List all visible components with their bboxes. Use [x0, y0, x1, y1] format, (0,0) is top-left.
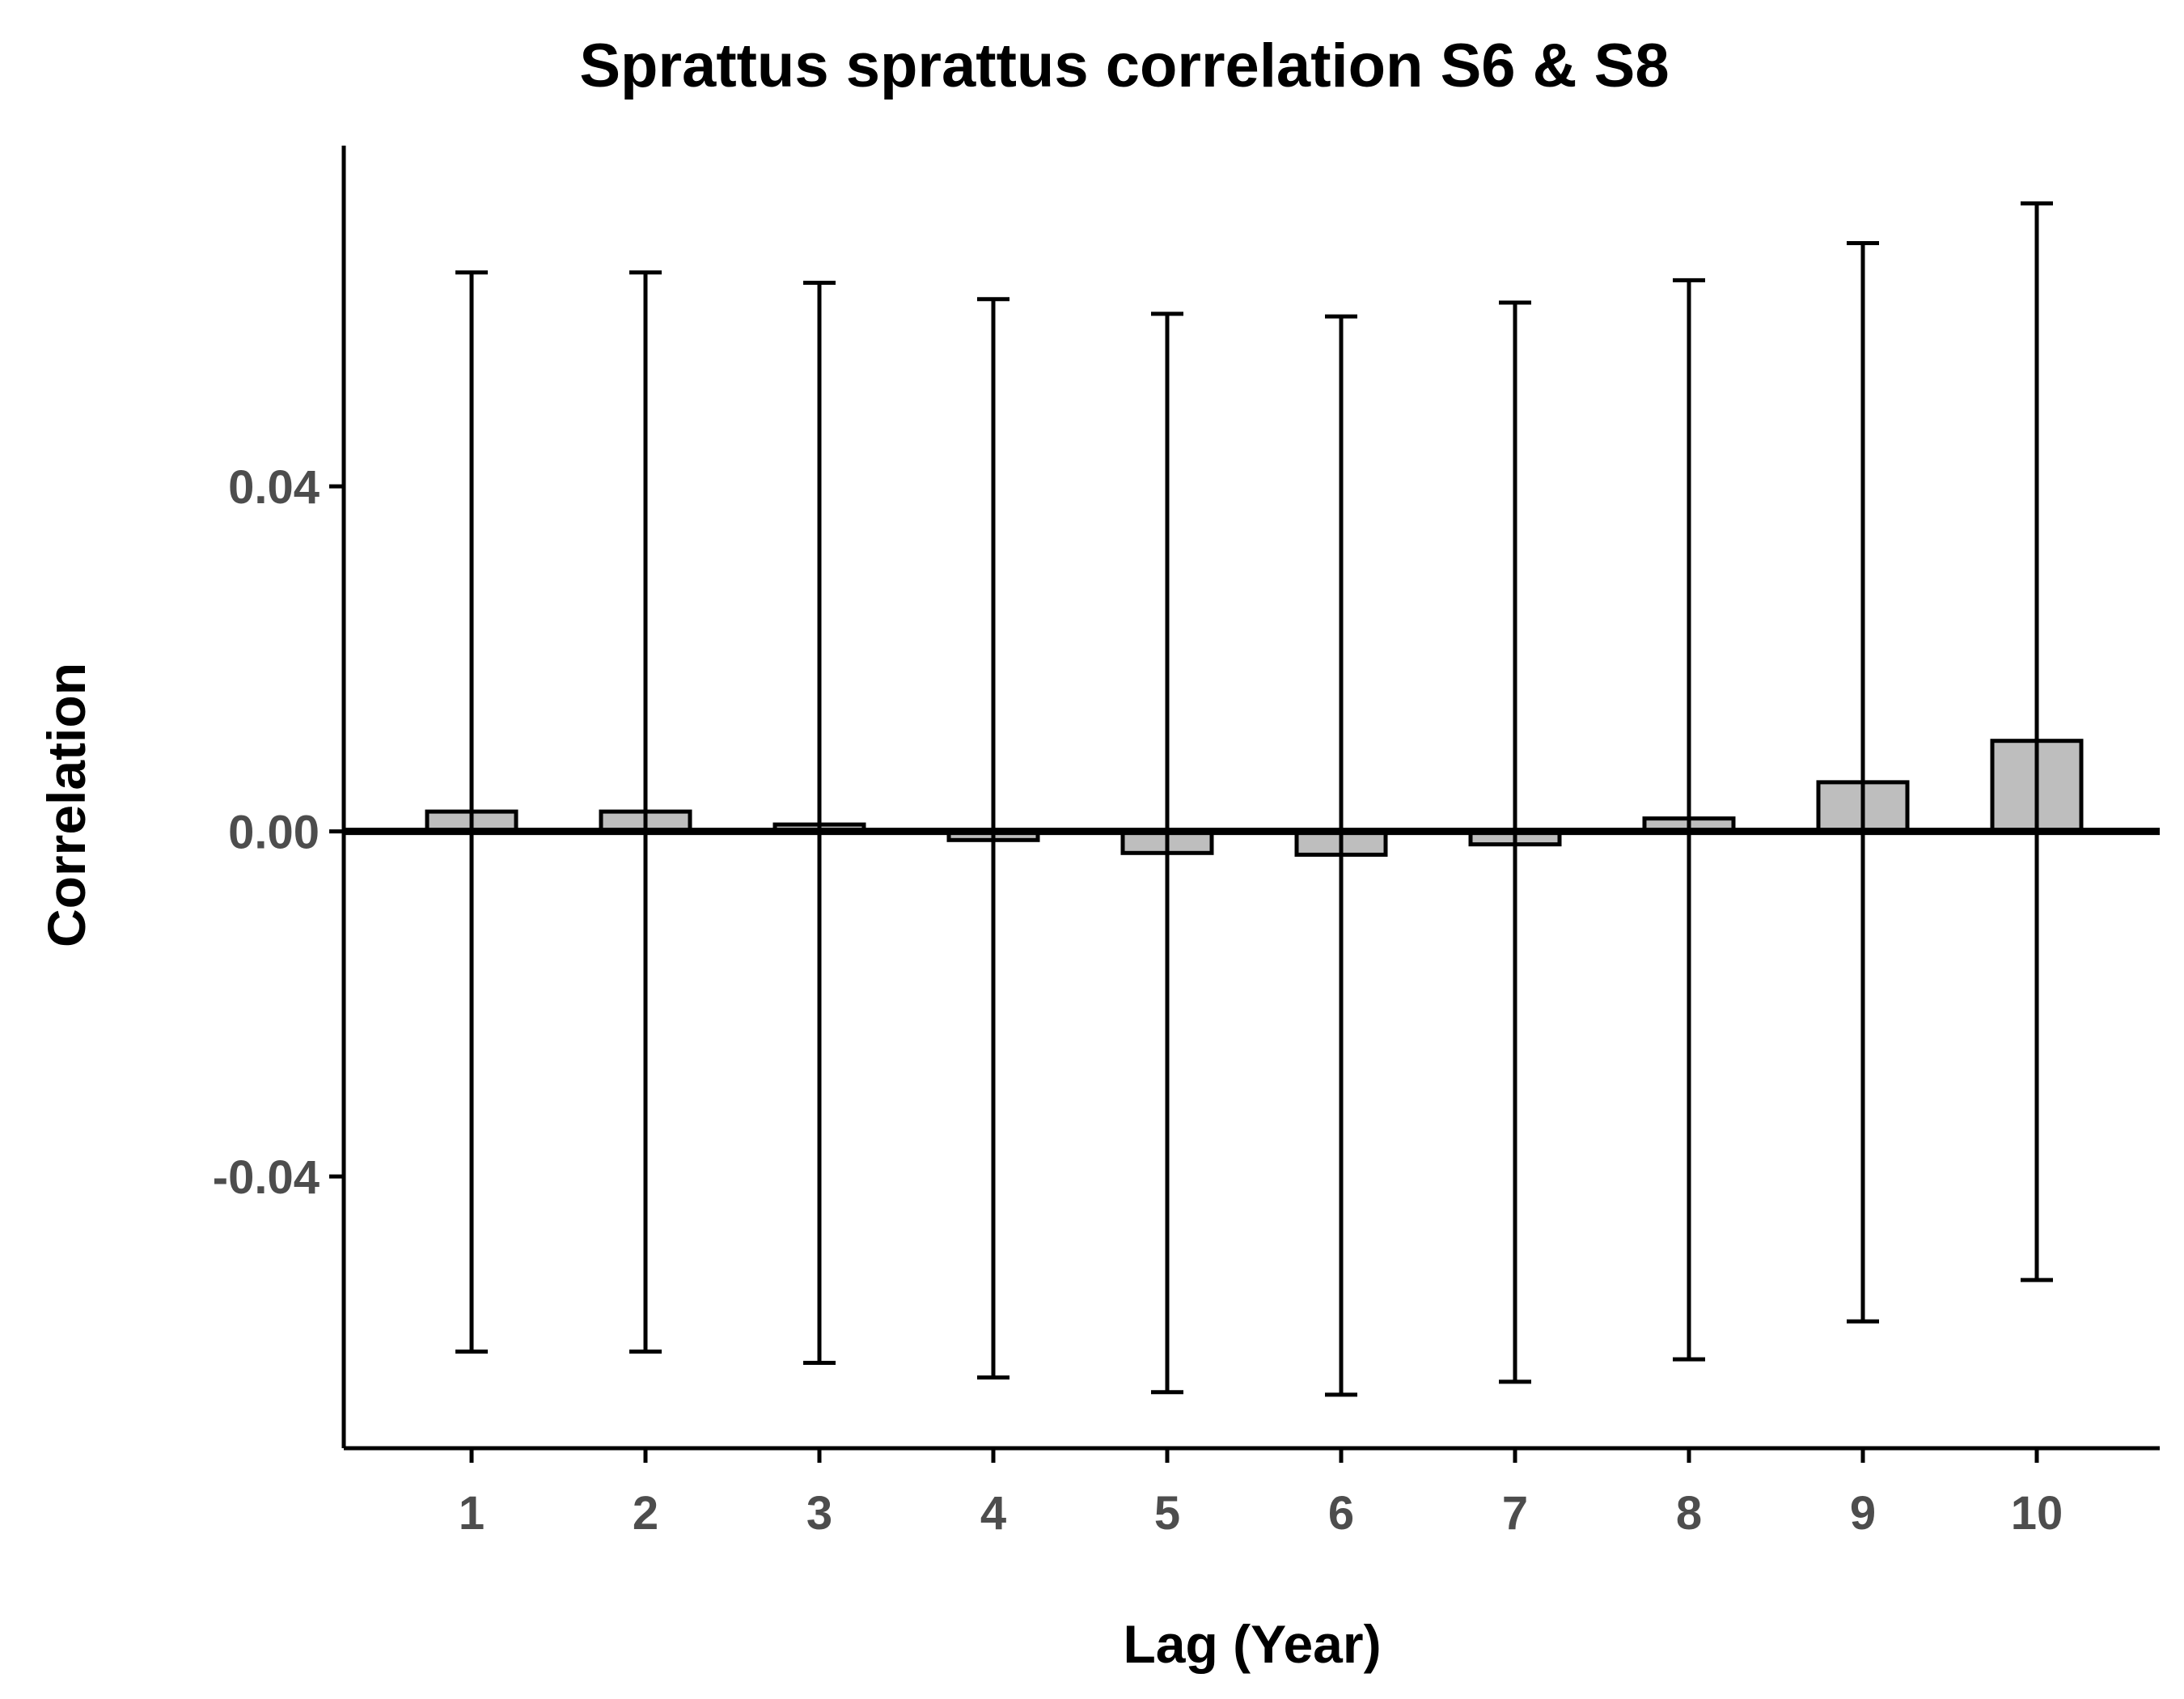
x-tick-label: 4	[980, 1487, 1006, 1540]
x-tick-label: 3	[806, 1487, 832, 1540]
x-tick-label: 1	[459, 1487, 485, 1540]
x-axis-title: Lag (Year)	[1123, 1614, 1381, 1674]
x-tick-label: 5	[1154, 1487, 1180, 1540]
x-tick-label: 8	[1676, 1487, 1702, 1540]
y-tick-label: 0.04	[228, 461, 320, 514]
x-tick-label: 10	[2011, 1487, 2063, 1540]
x-tick-label: 2	[633, 1487, 658, 1540]
x-tick-label: 7	[1502, 1487, 1528, 1540]
y-tick-label: 0.00	[228, 807, 320, 859]
chart-title: Sprattus sprattus correlation S6 & S8	[579, 32, 1669, 100]
y-tick-label: -0.04	[213, 1151, 320, 1204]
x-tick-label: 6	[1328, 1487, 1354, 1540]
y-axis-title: Correlation	[36, 663, 96, 947]
plot-area: -0.04 0.00 0.04 1 2 3 4 5 6 7 8 9 10	[213, 146, 2160, 1540]
x-tick-label: 9	[1850, 1487, 1876, 1540]
